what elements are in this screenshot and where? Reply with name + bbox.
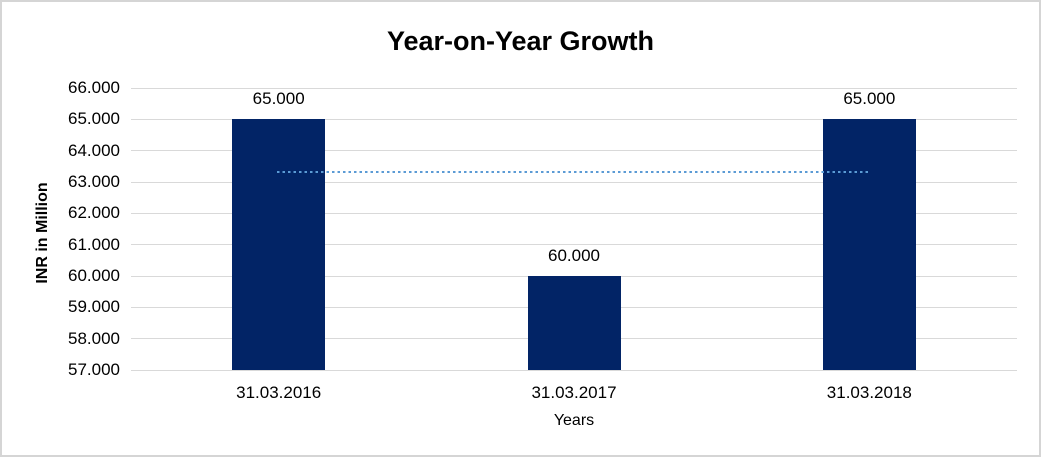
gridline <box>131 181 1017 183</box>
y-tick-label: 61.000 <box>68 234 120 254</box>
gridline <box>131 87 1017 89</box>
y-tick-label: 64.000 <box>68 140 120 160</box>
trendline <box>276 170 872 174</box>
x-tick-label: 31.03.2016 <box>236 383 322 402</box>
y-tick-label: 60.000 <box>68 266 120 285</box>
gridline <box>131 150 1017 152</box>
x-tick-label: 31.03.2017 <box>531 383 617 402</box>
y-tick-label: 58.000 <box>68 328 120 348</box>
bar-value-label: 60.000 <box>548 246 600 265</box>
y-tick-label: 59.000 <box>68 297 120 317</box>
bar-value-label: 65.000 <box>252 89 305 109</box>
bar-value-label: 65.000 <box>843 89 896 109</box>
y-tick-label: 62.000 <box>68 203 120 223</box>
y-tick-label: 66.000 <box>68 78 120 97</box>
y-tick-label: 63.000 <box>68 172 120 191</box>
y-tick-label: 65.000 <box>68 109 120 129</box>
gridline <box>131 244 1017 246</box>
gridline <box>131 212 1017 214</box>
gridline <box>131 369 1017 371</box>
x-tick-label: 31.03.2018 <box>826 383 912 402</box>
y-tick-label: 57.000 <box>68 360 120 379</box>
chart-title: Year-on-Year Growth <box>386 26 655 56</box>
bar <box>822 119 916 370</box>
x-axis-title: Years <box>553 412 595 429</box>
bar <box>232 119 326 370</box>
gridline <box>131 118 1017 120</box>
bar <box>527 276 621 370</box>
